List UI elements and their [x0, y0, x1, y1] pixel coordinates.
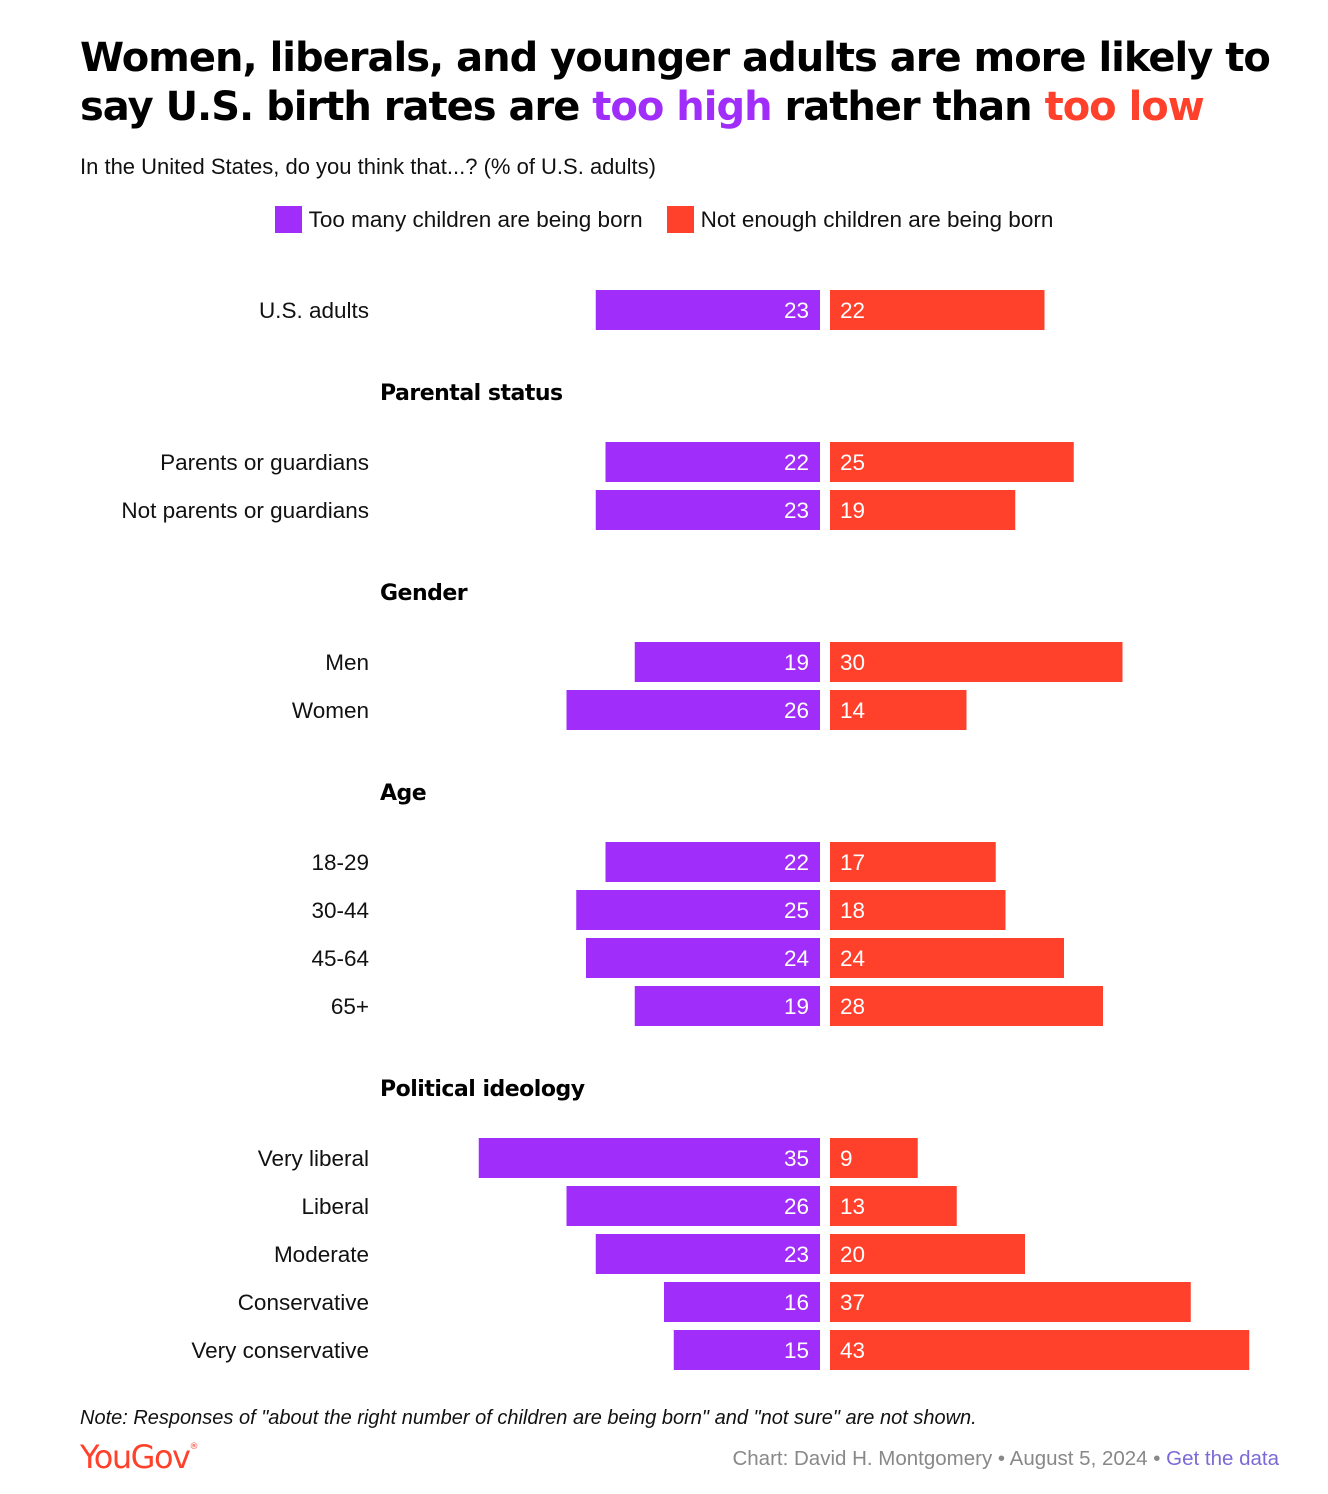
value-not-enough-men: 30	[840, 650, 865, 675]
bar-not-enough-parents-or-guardians	[830, 442, 1074, 482]
legend-swatch-not-enough	[666, 206, 694, 233]
row-label-very-liberal: Very liberal	[258, 1146, 369, 1171]
title-text-mid: rather than	[771, 84, 1045, 130]
bar-too-many-30-44	[576, 890, 820, 930]
bar-too-many-18-29	[605, 842, 820, 882]
title-highlight-too-low: too low	[1044, 84, 1205, 130]
value-not-enough-very-liberal: 9	[840, 1146, 853, 1171]
title-text: Women, liberals, and younger adults are …	[80, 35, 1271, 130]
value-not-enough-parents-or-guardians: 25	[840, 450, 865, 475]
value-too-many-18-29: 22	[784, 850, 809, 875]
yougov-logo: YouGov®	[80, 1438, 198, 1476]
row-label-30-44: 30-44	[311, 898, 369, 923]
group-header-gender: Gender	[380, 581, 468, 606]
credit-text: Chart: David H. Montgomery • August 5, 2…	[732, 1447, 1167, 1470]
row-label-women: Women	[292, 698, 369, 723]
value-not-enough-very-conservative: 43	[840, 1338, 865, 1363]
row-label-men: Men	[325, 650, 369, 675]
value-too-many-liberal: 26	[784, 1194, 809, 1219]
bar-too-many-moderate	[595, 1234, 820, 1274]
value-too-many-very-conservative: 15	[784, 1338, 809, 1363]
value-too-many-65: 19	[784, 994, 809, 1019]
bar-not-enough-30-44	[830, 890, 1006, 930]
value-not-enough-45-64: 24	[840, 946, 865, 971]
row-label-parents-or-guardians: Parents or guardians	[160, 450, 369, 475]
title-highlight-too-high: too high	[592, 84, 772, 130]
value-not-enough-women: 14	[840, 698, 865, 723]
value-too-many-parents-or-guardians: 22	[784, 450, 809, 475]
bar-not-enough-women	[830, 690, 967, 730]
value-too-many-women: 26	[784, 698, 809, 723]
row-label-moderate: Moderate	[274, 1242, 369, 1267]
bar-not-enough-conservative	[830, 1282, 1191, 1322]
value-too-many-not-parents-or-guardians: 23	[784, 498, 809, 523]
value-too-many-u-s-adults: 23	[784, 298, 809, 323]
chart-title: Women, liberals, and younger adults are …	[80, 34, 1280, 132]
value-too-many-30-44: 25	[784, 898, 809, 923]
bar-too-many-u-s-adults	[595, 290, 820, 330]
bar-too-many-not-parents-or-guardians	[595, 490, 820, 530]
value-not-enough-65: 28	[840, 994, 865, 1019]
bar-not-enough-very-conservative	[830, 1330, 1250, 1370]
value-not-enough-30-44: 18	[840, 898, 865, 923]
bar-too-many-very-liberal	[478, 1138, 820, 1178]
value-too-many-45-64: 24	[784, 946, 809, 971]
row-label-65: 65+	[331, 994, 369, 1019]
row-label-not-parents-or-guardians: Not parents or guardians	[121, 498, 369, 523]
legend-label-not-enough: Not enough children are being born	[700, 206, 1054, 232]
value-too-many-conservative: 16	[784, 1290, 809, 1315]
bar-not-enough-men	[830, 642, 1123, 682]
legend-item-too-many: Too many children are being born	[274, 206, 643, 233]
value-not-enough-not-parents-or-guardians: 19	[840, 498, 865, 523]
bar-not-enough-18-29	[830, 842, 996, 882]
bar-too-many-parents-or-guardians	[605, 442, 820, 482]
row-label-liberal: Liberal	[301, 1194, 369, 1219]
value-not-enough-liberal: 13	[840, 1194, 865, 1219]
logo-registered-mark: ®	[189, 1442, 199, 1452]
group-header-parental-status: Parental status	[380, 381, 563, 406]
value-not-enough-conservative: 37	[840, 1290, 865, 1315]
legend-swatch-too-many	[274, 206, 302, 233]
value-too-many-men: 19	[784, 650, 809, 675]
bar-too-many-65	[634, 986, 820, 1026]
bar-too-many-very-conservative	[673, 1330, 820, 1370]
value-not-enough-moderate: 20	[840, 1242, 865, 1267]
bar-not-enough-moderate	[830, 1234, 1025, 1274]
row-label-u-s-adults: U.S. adults	[259, 298, 369, 323]
bar-too-many-conservative	[664, 1282, 820, 1322]
chart-note: Note: Responses of "about the right numb…	[80, 1407, 977, 1429]
bar-not-enough-very-liberal	[830, 1138, 918, 1178]
legend-label-too-many: Too many children are being born	[308, 206, 643, 232]
bar-too-many-45-64	[586, 938, 820, 978]
logo-text: YouGov	[80, 1438, 191, 1476]
group-header-age: Age	[380, 781, 426, 806]
bar-not-enough-liberal	[830, 1186, 957, 1226]
get-the-data-link[interactable]: Get the data	[1166, 1447, 1279, 1470]
row-label-18-29: 18-29	[311, 850, 369, 875]
value-too-many-very-liberal: 35	[784, 1146, 809, 1171]
row-label-very-conservative: Very conservative	[191, 1338, 369, 1363]
row-label-45-64: 45-64	[311, 946, 369, 971]
chart-credit: Chart: David H. Montgomery • August 5, 2…	[732, 1447, 1279, 1471]
bar-too-many-women	[566, 690, 820, 730]
legend: Too many children are being born Not eno…	[0, 206, 1328, 233]
value-too-many-moderate: 23	[784, 1242, 809, 1267]
bar-too-many-men	[634, 642, 820, 682]
value-not-enough-u-s-adults: 22	[840, 298, 865, 323]
bar-not-enough-u-s-adults	[830, 290, 1045, 330]
bar-too-many-liberal	[566, 1186, 820, 1226]
bar-not-enough-45-64	[830, 938, 1064, 978]
group-header-political-ideology: Political ideology	[380, 1077, 585, 1102]
row-label-conservative: Conservative	[238, 1290, 369, 1315]
legend-item-not-enough: Not enough children are being born	[666, 206, 1054, 233]
value-not-enough-18-29: 17	[840, 850, 865, 875]
chart-subtitle: In the United States, do you think that.…	[80, 154, 656, 179]
bar-not-enough-not-parents-or-guardians	[830, 490, 1016, 530]
bar-not-enough-65	[830, 986, 1103, 1026]
